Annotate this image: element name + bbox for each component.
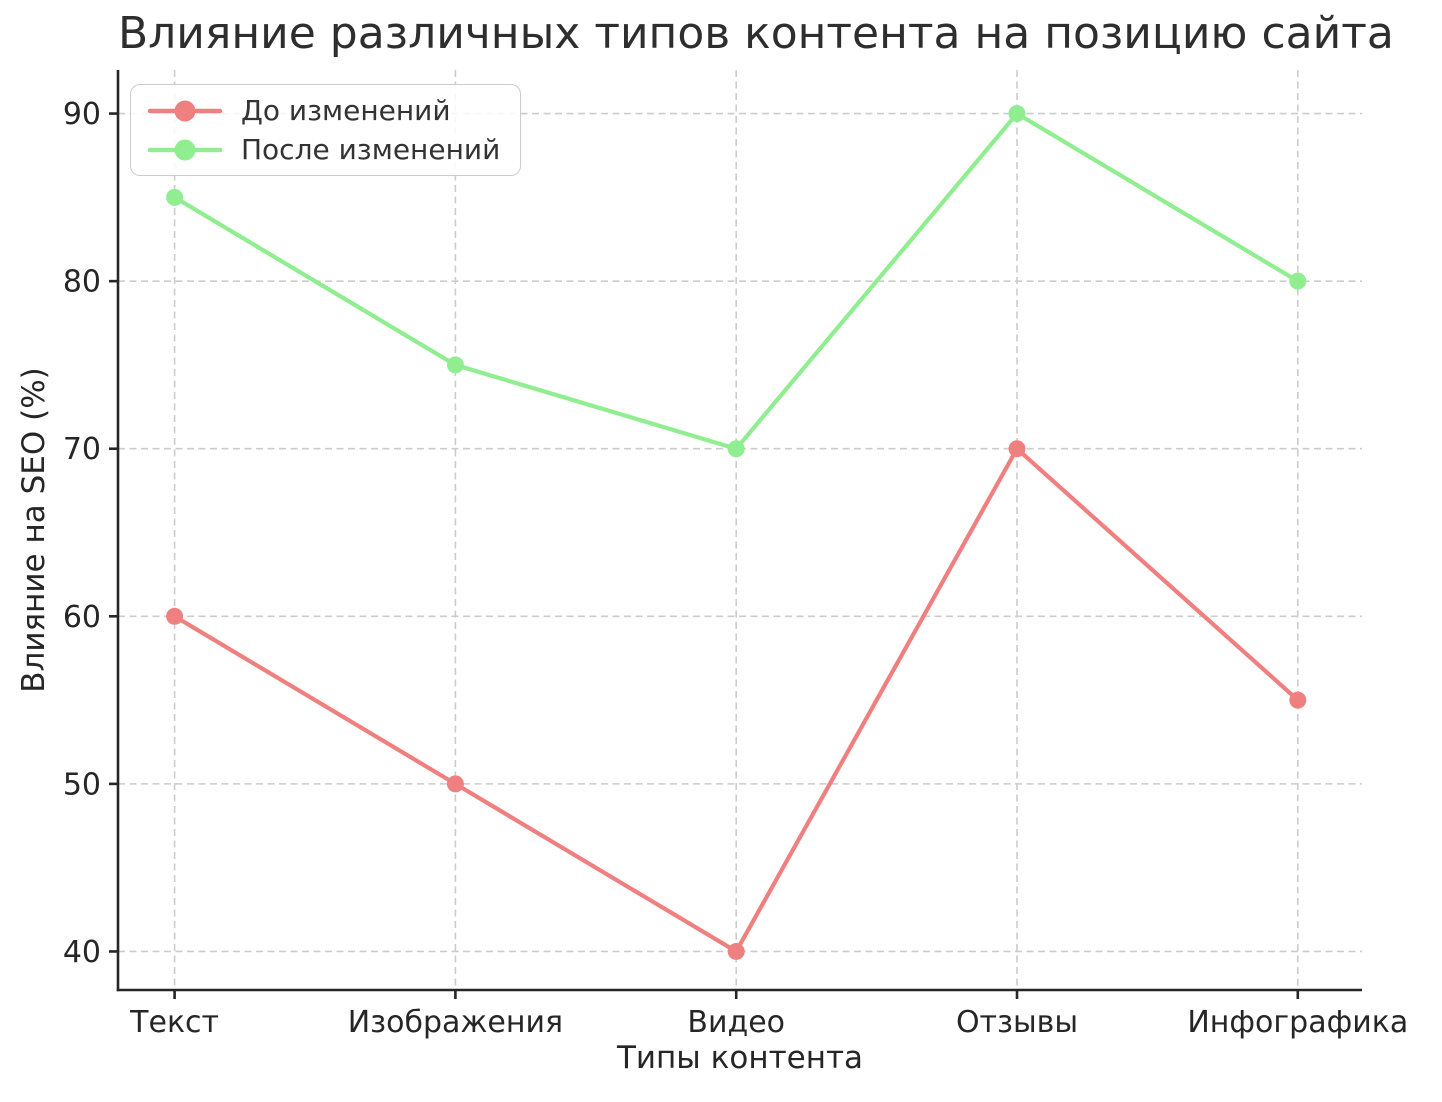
x-axis-label: Типы контента [616,1040,864,1076]
y-tick-label: 40 [63,935,101,970]
data-point-marker [446,356,464,374]
legend-label: После изменений [241,133,501,166]
x-tick-label: Изображения [348,1005,563,1040]
chart-legend: До изменений После изменений [130,84,522,176]
data-point-marker [1008,105,1026,123]
data-point-marker [727,440,745,458]
data-point-marker [727,942,745,960]
data-point-marker [446,775,464,793]
y-tick-label: 70 [63,432,101,467]
data-point-marker [1289,691,1307,709]
legend-item: До изменений [145,94,500,127]
x-tick-label: Видео [687,1005,785,1040]
y-tick-label: 60 [63,600,101,635]
data-point-marker [1008,440,1026,458]
legend-marker-icon [147,100,223,121]
legend-item: После изменений [145,133,500,166]
x-tick-label: Отзывы [956,1005,1078,1040]
data-point-marker [166,607,184,625]
data-point-marker [1289,272,1307,290]
data-point-marker [166,188,184,206]
legend-marker-icon [147,139,223,160]
y-tick-label: 90 [63,97,101,132]
legend-label: До изменений [241,94,451,127]
y-axis-label: Влияние на SEO (%) [16,367,52,693]
x-tick-label: Инфографика [1187,1005,1408,1040]
y-tick-label: 80 [63,265,101,300]
y-tick-label: 50 [63,767,101,802]
x-tick-label: Текст [129,1005,219,1040]
chart-title: Влияние различных типов контента на пози… [118,8,1394,59]
